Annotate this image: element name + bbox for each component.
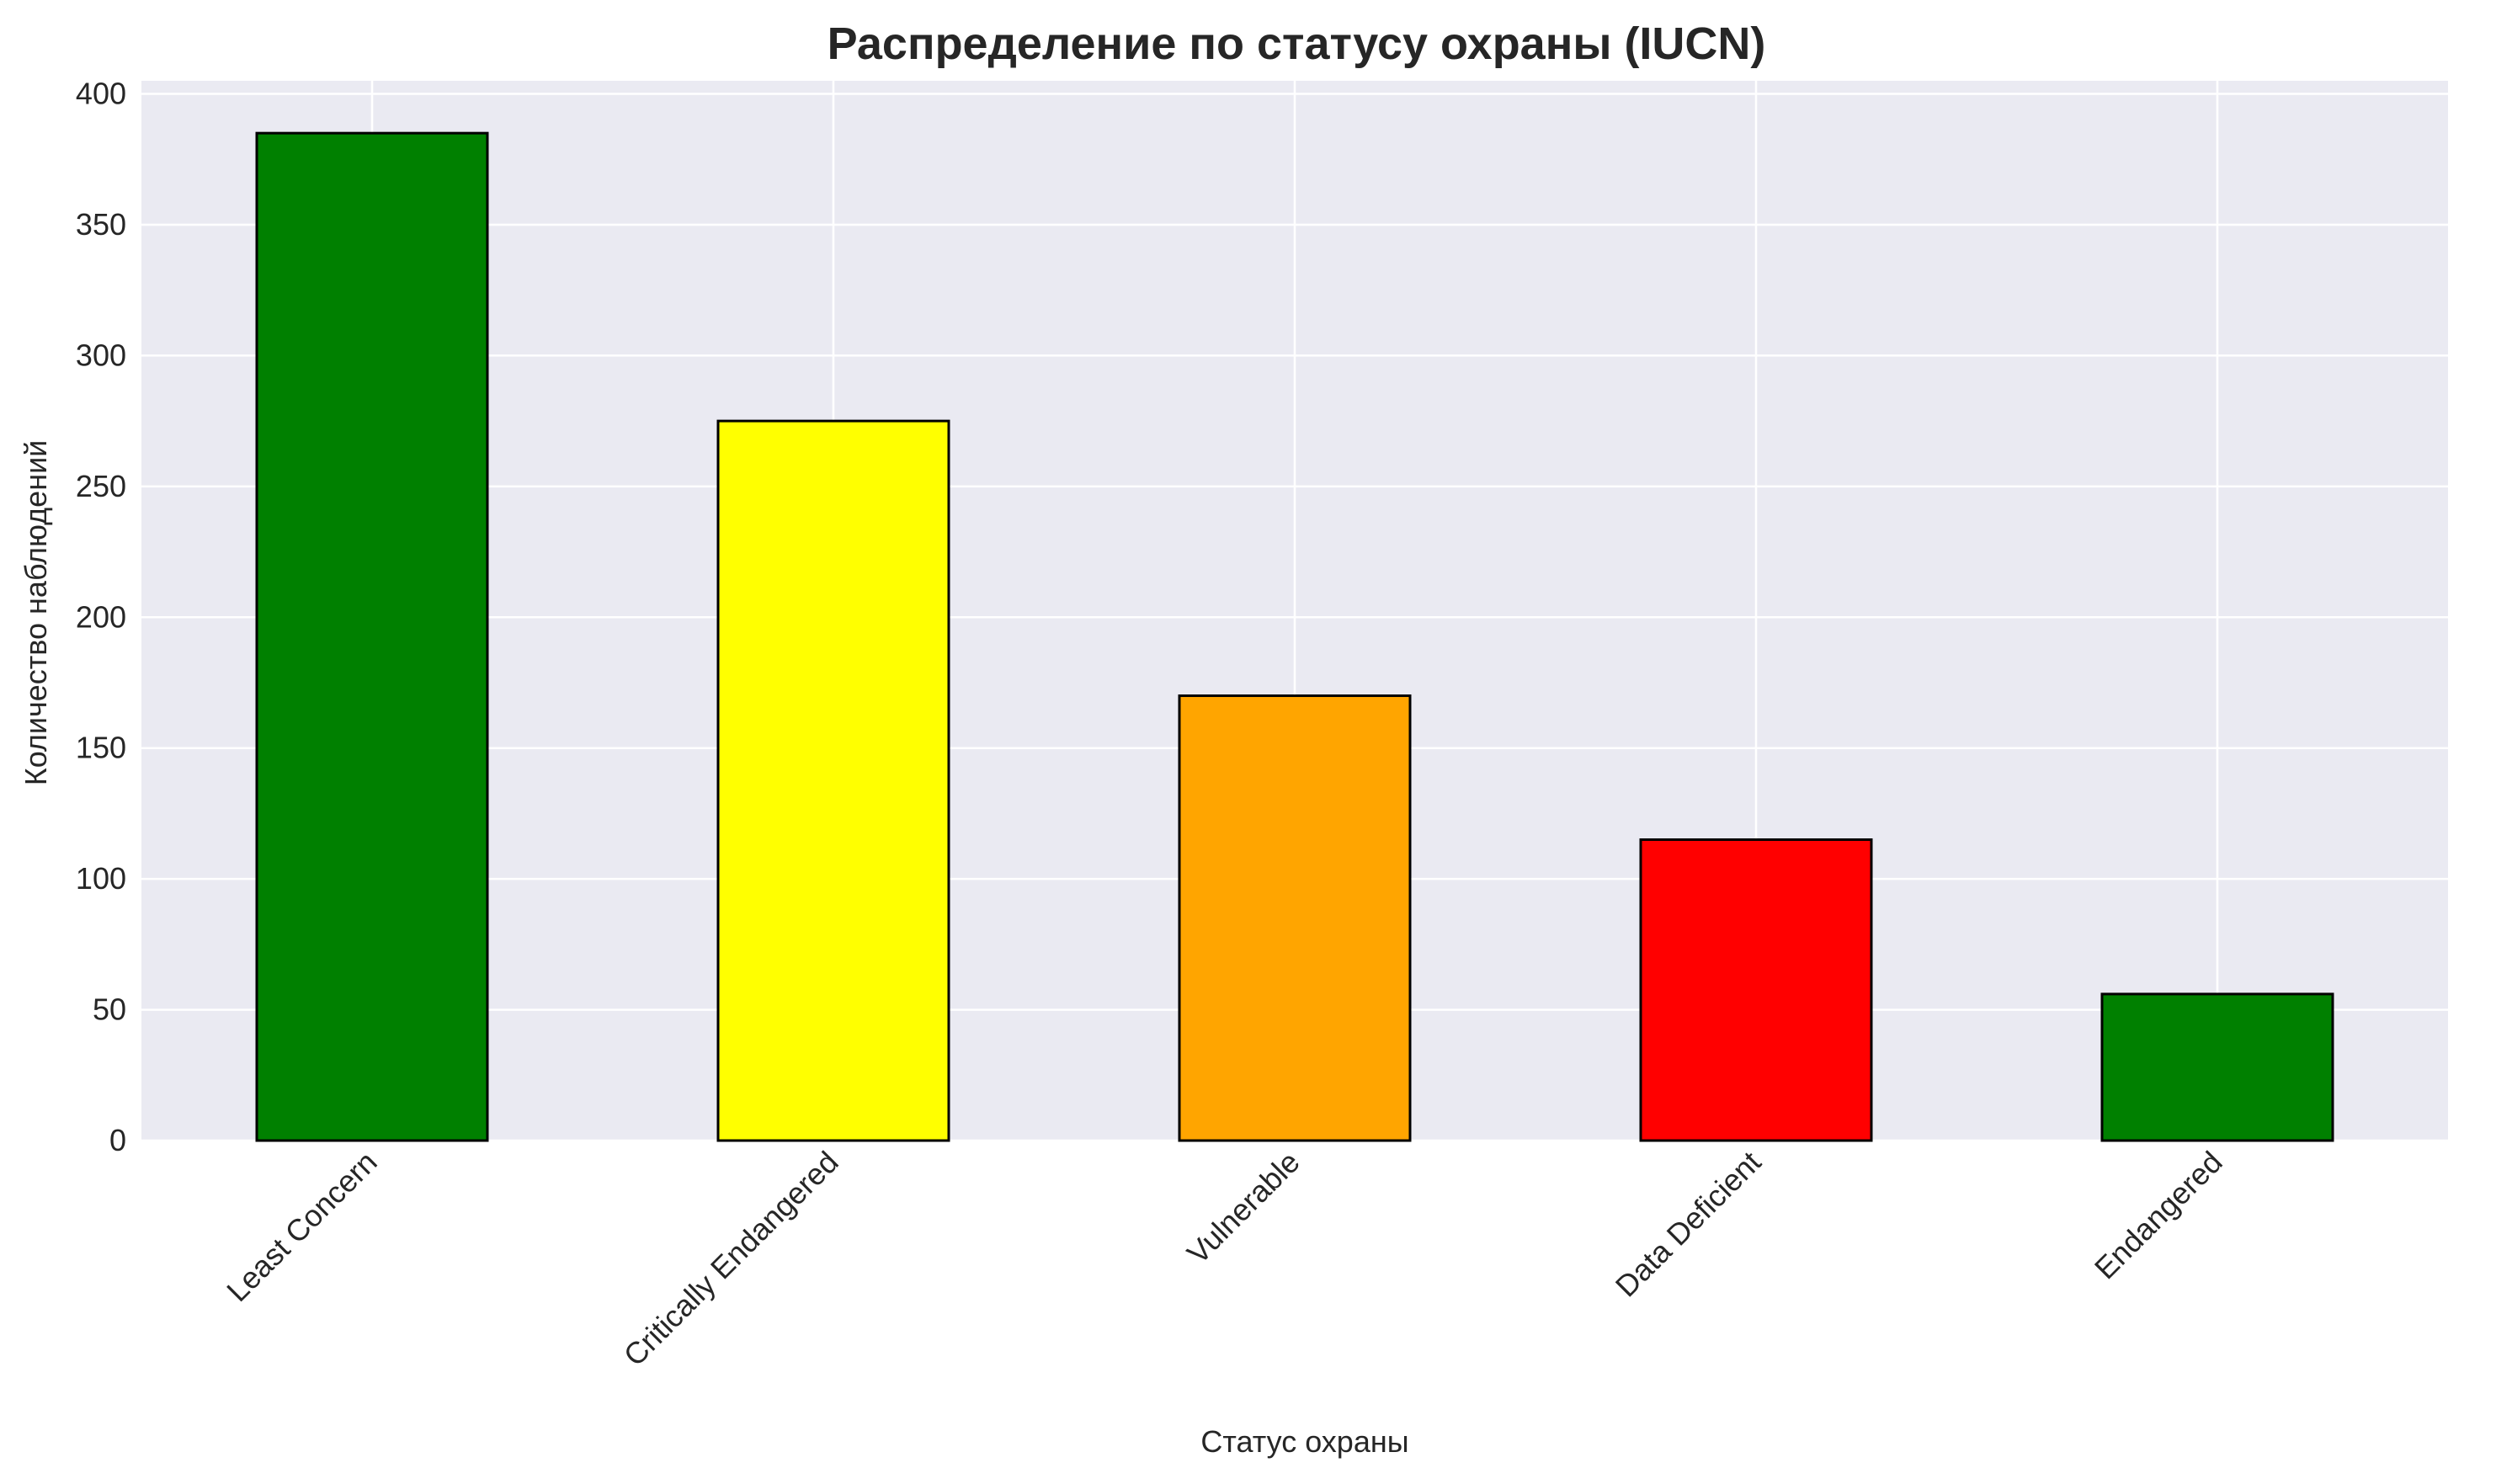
bar-endangered xyxy=(2100,992,2334,1142)
y-tick-label: 150 xyxy=(76,731,126,765)
bar-least-concern xyxy=(255,131,489,1142)
y-tick-label: 0 xyxy=(109,1123,126,1157)
y-tick-label: 350 xyxy=(76,207,126,242)
bar-vulnerable xyxy=(1178,694,1412,1142)
bar-data-deficient xyxy=(1639,838,1873,1142)
y-tick-label: 400 xyxy=(76,77,126,111)
x-tick-label: Vulnerable xyxy=(1180,1145,1307,1271)
y-axis-label: Количество наблюдений xyxy=(19,440,53,786)
x-tick-label: Critically Endangered xyxy=(617,1145,845,1373)
chart-title: Распределение по статусу охраны (IUCN) xyxy=(828,19,1766,69)
x-tick-label: Least Concern xyxy=(220,1145,384,1309)
y-tick-label: 50 xyxy=(93,992,126,1027)
x-axis-ticks: Least Concern Critically Endangered Vulner… xyxy=(220,1145,2229,1373)
y-tick-label: 200 xyxy=(76,599,126,634)
y-axis-ticks: 0 50 100 150 200 250 300 350 400 xyxy=(76,77,126,1157)
x-axis-label: Статус охраны xyxy=(1200,1424,1408,1459)
y-tick-label: 300 xyxy=(76,338,126,372)
bar-critically-endangered xyxy=(716,419,950,1142)
x-tick-label: Endangered xyxy=(2088,1145,2229,1286)
bars xyxy=(255,131,2334,1142)
y-tick-label: 100 xyxy=(76,861,126,896)
x-tick-label: Data Deficient xyxy=(1609,1145,1768,1304)
y-tick-label: 250 xyxy=(76,469,126,503)
